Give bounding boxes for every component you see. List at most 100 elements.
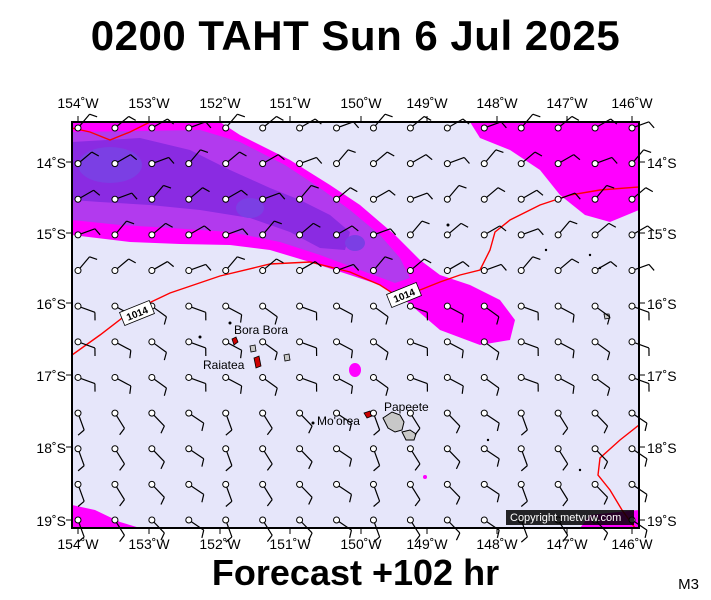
wind-barb bbox=[591, 156, 618, 168]
wind-barb bbox=[333, 338, 354, 359]
axis-left-labels: 14˚S 15˚S 16˚S 17˚S 18˚S 19˚S bbox=[36, 155, 66, 529]
wind-barb bbox=[185, 338, 207, 356]
island-borabora bbox=[231, 336, 239, 346]
wind-barb bbox=[554, 115, 580, 132]
precipitation-layer bbox=[72, 122, 639, 528]
wind-barb bbox=[369, 445, 381, 472]
lon-label-top: 154˚W bbox=[57, 95, 99, 111]
wind-barb bbox=[443, 373, 464, 394]
wind-barb bbox=[443, 222, 469, 239]
lon-label-top: 150˚W bbox=[340, 95, 382, 111]
wind-barb bbox=[185, 373, 207, 392]
wind-barb bbox=[111, 409, 125, 436]
wind-barb bbox=[554, 258, 580, 275]
lat-label-right: 14˚S bbox=[647, 155, 677, 171]
wind-barb bbox=[111, 480, 125, 507]
wind-barb bbox=[148, 222, 173, 239]
wind-barb bbox=[406, 409, 421, 436]
wind-barb bbox=[222, 373, 243, 394]
wind-barb bbox=[259, 338, 278, 361]
place-moorea: Mo'orea bbox=[317, 414, 360, 428]
place-raiatea: Raiatea bbox=[203, 358, 245, 372]
wind-barb bbox=[517, 480, 528, 507]
wind-barb bbox=[74, 338, 96, 356]
atoll-2 bbox=[228, 321, 232, 325]
wind-barb bbox=[480, 187, 506, 203]
island-tahiti bbox=[382, 411, 417, 441]
wind-barb bbox=[369, 409, 381, 436]
lat-label-left: 15˚S bbox=[36, 226, 66, 242]
wind-barb bbox=[148, 338, 168, 361]
wind-barb bbox=[517, 338, 539, 356]
lon-label-top: 151˚W bbox=[269, 95, 311, 111]
wind-barb bbox=[591, 480, 609, 505]
lon-label-top: 148˚W bbox=[476, 95, 518, 111]
rain-dot bbox=[423, 475, 427, 479]
rain-cell-southwest bbox=[72, 505, 140, 528]
wind-barb bbox=[148, 156, 175, 168]
copyright-box bbox=[506, 510, 634, 525]
wind-barb bbox=[148, 480, 165, 505]
wind-barb bbox=[517, 302, 539, 321]
wind-barb bbox=[369, 228, 397, 239]
lon-label-bottom: 151˚W bbox=[269, 536, 311, 552]
wind-barbs bbox=[74, 113, 655, 543]
wind-barb bbox=[259, 154, 285, 168]
wind-barb bbox=[296, 480, 313, 505]
wind-barb bbox=[554, 445, 569, 471]
lon-label-bottom: 149˚W bbox=[406, 536, 448, 552]
wind-barb bbox=[259, 220, 282, 239]
wind-barb bbox=[296, 445, 313, 470]
wind-barb bbox=[517, 189, 544, 203]
wind-barb bbox=[591, 373, 611, 396]
wind-barb bbox=[333, 263, 360, 275]
wind-barb bbox=[480, 225, 507, 239]
wind-barb bbox=[628, 302, 650, 321]
wind-barb bbox=[259, 192, 286, 203]
wind-barb bbox=[480, 409, 500, 432]
wind-barb bbox=[628, 373, 650, 392]
wind-barb bbox=[296, 373, 318, 392]
wind-barb bbox=[591, 184, 615, 203]
wind-barb bbox=[517, 445, 528, 472]
wind-barb bbox=[443, 184, 467, 203]
island-taha bbox=[249, 344, 257, 353]
axis-ticks bbox=[66, 116, 645, 534]
lat-label-right: 18˚S bbox=[647, 440, 677, 456]
wind-barb bbox=[480, 263, 507, 275]
wind-barb bbox=[480, 149, 504, 168]
wind-barb bbox=[185, 263, 212, 275]
wind-barb bbox=[259, 373, 278, 396]
wind-barb bbox=[296, 261, 322, 275]
copyright-text: Copyright metvuw.com bbox=[510, 512, 621, 524]
wind-barb bbox=[296, 302, 318, 321]
wind-barb bbox=[591, 445, 609, 470]
lon-label-top: 146˚W bbox=[611, 95, 653, 111]
wind-barb bbox=[333, 480, 353, 503]
wind-barb bbox=[628, 263, 655, 275]
wind-barb bbox=[517, 409, 528, 436]
wind-barb bbox=[74, 373, 96, 392]
wind-barb bbox=[185, 480, 205, 503]
wind-barb bbox=[333, 302, 354, 323]
axis-top-labels: 154˚W 153˚W 152˚W 151˚W 150˚W 149˚W 148˚… bbox=[57, 95, 653, 111]
lon-label-bottom: 152˚W bbox=[199, 536, 241, 552]
wind-barb bbox=[222, 189, 248, 203]
atoll-3 bbox=[311, 421, 315, 425]
atoll-9 bbox=[486, 438, 490, 442]
forecast-hours: Forecast +102 hr bbox=[211, 552, 500, 593]
atoll-8 bbox=[588, 253, 592, 257]
lon-label-bottom: 146˚W bbox=[611, 536, 653, 552]
wind-barb bbox=[443, 480, 461, 505]
lat-label-right: 19˚S bbox=[647, 513, 677, 529]
wind-barb bbox=[443, 409, 461, 434]
wind-barb bbox=[148, 261, 175, 275]
wind-barb bbox=[369, 516, 381, 543]
wind-barb bbox=[443, 445, 461, 470]
lon-label-bottom: 150˚W bbox=[340, 536, 382, 552]
wind-barb bbox=[591, 261, 618, 275]
lat-label-right: 16˚S bbox=[647, 296, 677, 312]
isobar-line-northwest bbox=[72, 122, 151, 141]
wind-barb bbox=[554, 192, 581, 203]
